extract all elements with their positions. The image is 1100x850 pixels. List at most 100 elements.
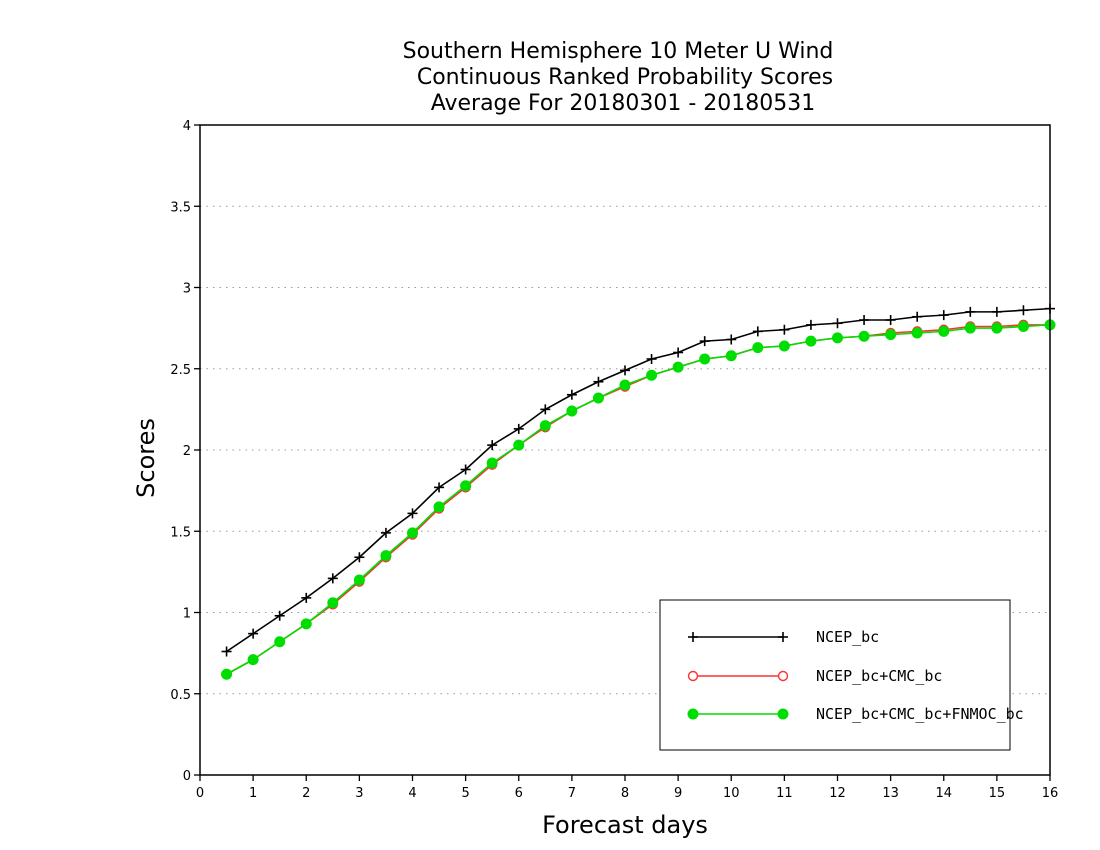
- data-point: [1018, 305, 1029, 316]
- x-tick-label: 11: [776, 786, 793, 801]
- legend: NCEP_bc NCEP_bc+CMC_bc NCEP_bc+CMC_bc+FNMO…: [659, 599, 1024, 751]
- y-tick-label: 1: [183, 607, 191, 622]
- data-point: [619, 379, 631, 391]
- data-point: [434, 482, 445, 493]
- data-point: [380, 550, 392, 562]
- data-point: [540, 404, 551, 415]
- data-point: [380, 527, 391, 538]
- y-tick-label: 1.5: [170, 525, 191, 540]
- title-line-2: Continuous Ranked Probability Scores: [417, 65, 833, 90]
- y-tick-label: 3.5: [170, 200, 191, 215]
- data-point: [221, 646, 232, 657]
- data-point: [593, 376, 604, 387]
- data-point: [327, 573, 338, 584]
- x-tick-label: 6: [515, 786, 523, 801]
- legend-marker: [687, 670, 699, 682]
- legend-label: NCEP_bc+CMC_bc: [816, 667, 942, 685]
- y-tick-label: 0: [183, 769, 191, 784]
- y-tick-label: 4: [183, 119, 191, 134]
- data-point: [885, 315, 896, 325]
- legend-item: NCEP_bc+CMC_bc: [687, 667, 942, 685]
- data-point: [1017, 321, 1029, 332]
- y-tick-label: 2: [183, 444, 191, 459]
- data-point: [779, 324, 790, 335]
- legend-box: [659, 599, 1011, 751]
- x-tick-label: 14: [935, 786, 952, 801]
- y-axis-title: Scores: [132, 418, 160, 498]
- data-point: [859, 315, 870, 325]
- data-point: [274, 636, 286, 648]
- x-tick-label: 7: [568, 786, 576, 801]
- legend-item: NCEP_bc+CMC_bc+FNMOC_bc: [687, 705, 1024, 723]
- data-point: [566, 389, 577, 400]
- data-point: [646, 354, 657, 364]
- x-tick-label: 0: [196, 786, 204, 801]
- data-point: [486, 457, 498, 469]
- data-point: [832, 332, 843, 344]
- data-point: [433, 501, 445, 513]
- data-point: [991, 322, 1003, 334]
- x-tick-label: 10: [723, 786, 740, 801]
- data-point: [885, 329, 897, 341]
- data-point: [539, 420, 551, 432]
- data-point: [407, 508, 418, 519]
- data-point: [247, 654, 259, 666]
- x-tick-label: 2: [302, 786, 310, 801]
- legend-marker: [777, 708, 789, 720]
- data-point: [274, 610, 285, 621]
- data-point: [725, 350, 737, 362]
- data-point: [673, 347, 684, 358]
- data-point: [460, 464, 471, 475]
- x-tick-label: 12: [829, 786, 846, 801]
- x-tick-label: 1: [249, 786, 257, 801]
- data-point: [726, 334, 737, 345]
- data-point: [858, 330, 870, 342]
- chart-title: Southern Hemisphere 10 Meter U Wind Cont…: [403, 39, 834, 116]
- data-point: [566, 405, 578, 417]
- legend-label: NCEP_bc: [816, 628, 879, 646]
- data-point: [327, 597, 339, 609]
- title-line-1: Southern Hemisphere 10 Meter U Wind: [403, 39, 834, 64]
- data-point: [778, 340, 790, 352]
- data-point: [672, 361, 684, 373]
- data-point: [592, 392, 604, 404]
- series: [221, 303, 1056, 680]
- x-tick-label: 15: [989, 786, 1006, 801]
- x-tick-label: 13: [882, 786, 899, 801]
- data-point: [991, 306, 1002, 317]
- x-tick-label: 16: [1042, 786, 1059, 801]
- data-point: [938, 310, 949, 321]
- x-tick-label: 5: [461, 786, 469, 801]
- data-point: [646, 369, 658, 381]
- data-point: [832, 318, 843, 329]
- y-tick-label: 2.5: [170, 363, 191, 378]
- x-axis-title: Forecast days: [542, 811, 708, 839]
- legend-item: NCEP_bc: [688, 628, 879, 646]
- data-point: [221, 668, 233, 680]
- data-point: [699, 336, 710, 347]
- data-point: [805, 319, 816, 330]
- y-tick-label: 3: [183, 282, 191, 297]
- data-point: [805, 335, 817, 347]
- data-point: [752, 326, 763, 337]
- data-point: [301, 592, 312, 603]
- data-point: [965, 306, 976, 317]
- data-point: [513, 423, 524, 434]
- x-tick-label: 9: [674, 786, 682, 801]
- series-1: [221, 303, 1055, 657]
- data-point: [752, 342, 764, 354]
- data-point: [300, 618, 312, 630]
- data-point: [938, 325, 950, 337]
- series-3: [221, 319, 1056, 680]
- data-point: [912, 311, 923, 322]
- legend-label: NCEP_bc+CMC_bc+FNMOC_bc: [816, 705, 1024, 723]
- legend-marker: [777, 670, 789, 682]
- x-tick-label: 8: [621, 786, 629, 801]
- legend-marker: [778, 632, 788, 642]
- data-point: [407, 527, 418, 539]
- axes: 00.511.522.533.540 1 2 3 4 5 6 7 8 9 10 11 12 13 14 15 1…: [170, 119, 1058, 801]
- data-point: [911, 327, 923, 339]
- data-point: [699, 353, 711, 365]
- legend-marker: [687, 708, 699, 720]
